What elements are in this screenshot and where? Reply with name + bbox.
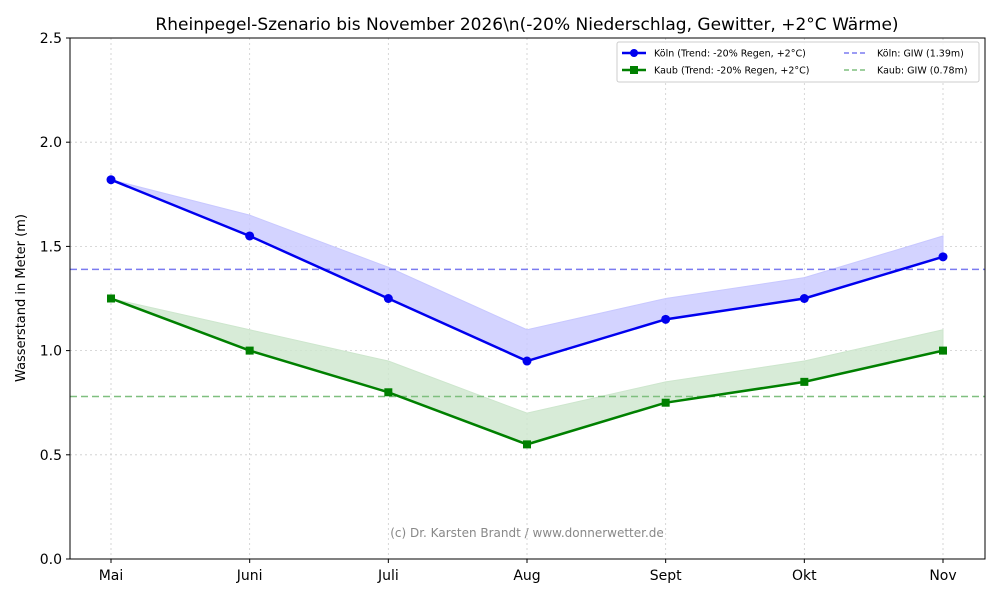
data-point [939,346,947,355]
y-tick-label: 0.5 [40,448,62,464]
data-point [245,346,254,355]
chart-title: Rheinpegel-Szenario bis November 2026\n(… [155,15,898,35]
x-tick-label: Nov [929,568,956,584]
data-point [800,377,809,386]
x-tick-label: Juni [236,568,263,584]
data-point [938,252,948,262]
plot-frame [69,37,986,560]
legend-label: Kaub (Trend: -20% Regen, +2°C) [654,66,810,77]
y-axis-label: Wasserstand in Meter (m) [14,214,29,382]
data-point [522,356,532,366]
data-point [661,314,671,324]
legend-marker [630,66,638,74]
data-point [523,440,531,449]
y-tick-label: 1.5 [40,239,62,255]
data-point [106,175,116,185]
x-tick-label: Aug [513,568,540,584]
legend [616,41,980,83]
x-tick-label: Juli [377,568,399,584]
data-point [661,398,670,407]
legend-label: Köln (Trend: -20% Regen, +2°C) [654,49,806,60]
y-tick-label: 1.0 [40,344,62,360]
legend-label: Köln: GIW (1.39m) [877,49,964,60]
y-tick-label: 2.5 [40,31,62,47]
x-tick-label: Okt [792,568,817,584]
x-tick-label: Mai [99,568,124,584]
data-point [383,294,393,303]
legend-marker [630,49,638,57]
y-tick-label: 0.0 [40,552,62,568]
x-tick-label: Sept [650,568,682,584]
data-point [107,294,115,303]
data-point [384,388,393,397]
band-1 [110,298,944,445]
data-point [799,294,809,303]
data-point [245,231,255,241]
y-tick-label: 2.0 [40,135,62,151]
legend-label: Kaub: GIW (0.78m) [877,66,968,77]
